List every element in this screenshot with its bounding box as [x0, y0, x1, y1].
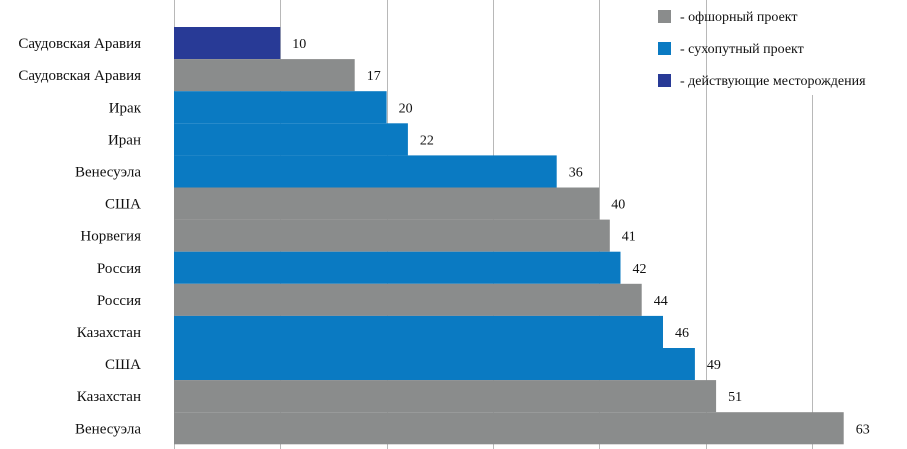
value-label-4: 36	[569, 166, 583, 181]
value-label-6: 41	[622, 230, 636, 245]
value-labels: 10 17 20 22 36 40 41 42 44 46 49 51 63	[292, 37, 869, 437]
category-label-4: Венесуэла	[75, 165, 141, 181]
value-label-8: 44	[654, 294, 668, 309]
bar-0	[174, 27, 281, 60]
value-label-5: 40	[611, 198, 625, 213]
bar-8	[174, 283, 642, 316]
value-label-2: 20	[399, 101, 413, 116]
category-label-0: Саудовская Аравия	[18, 36, 141, 52]
category-label-3: Иран	[108, 132, 141, 148]
bar-1	[174, 59, 355, 92]
category-label-12: Венесуэла	[75, 421, 141, 437]
value-label-1: 17	[367, 69, 381, 84]
legend-label-existing: - действующие месторождения	[680, 74, 866, 89]
value-label-10: 49	[707, 358, 721, 373]
bar-10	[174, 348, 695, 381]
category-labels: Саудовская Аравия Саудовская Аравия Ирак Ир…	[18, 36, 141, 437]
category-label-10: США	[105, 357, 141, 373]
legend-swatch-existing	[658, 74, 671, 87]
bar-12	[174, 412, 844, 445]
category-label-6: Норвегия	[80, 229, 141, 245]
value-label-0: 10	[292, 37, 306, 52]
value-label-11: 51	[728, 390, 742, 405]
category-label-2: Ирак	[109, 100, 142, 116]
legend: - офшорный проект - сухопутный проект - де…	[658, 10, 866, 89]
value-label-7: 42	[633, 262, 647, 277]
bar-3	[174, 123, 408, 156]
category-label-1: Саудовская Аравия	[18, 68, 141, 84]
bar-4	[174, 155, 557, 188]
category-label-7: Россия	[97, 261, 141, 277]
category-label-11: Казахстан	[77, 389, 141, 405]
category-label-8: Россия	[97, 293, 141, 309]
category-label-5: США	[105, 197, 141, 213]
value-label-12: 63	[856, 422, 870, 437]
legend-swatch-onshore	[658, 42, 671, 55]
bar-7	[174, 251, 621, 284]
bar-11	[174, 380, 717, 413]
bar-9	[174, 315, 663, 348]
legend-label-offshore: - офшорный проект	[680, 10, 798, 25]
bar-5	[174, 187, 600, 220]
value-label-9: 46	[675, 326, 689, 341]
bar-2	[174, 91, 387, 124]
legend-label-onshore: - сухопутный проект	[680, 42, 804, 57]
category-label-9: Казахстан	[77, 325, 141, 341]
bar-6	[174, 219, 610, 252]
bars	[174, 27, 844, 445]
value-label-3: 22	[420, 133, 434, 148]
legend-swatch-offshore	[658, 10, 671, 23]
